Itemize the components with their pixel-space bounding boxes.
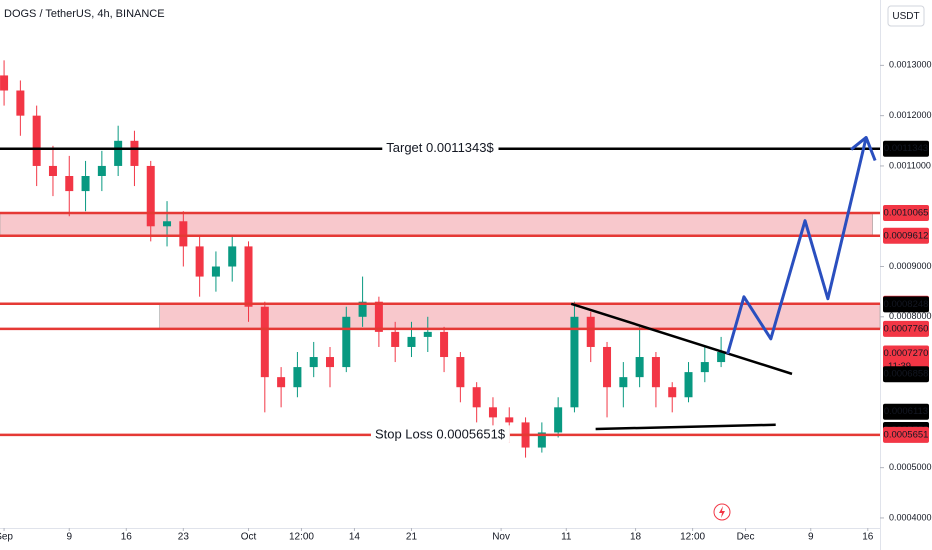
candle-body xyxy=(48,165,57,176)
y-tick-label: 0.0013000 xyxy=(889,60,932,70)
candle-body xyxy=(195,246,204,277)
x-tick-label: 11 xyxy=(561,532,572,543)
x-tick-label: 16 xyxy=(121,532,133,543)
currency-button[interactable] xyxy=(887,5,925,27)
candle-body xyxy=(668,387,677,398)
candle-body xyxy=(260,306,269,378)
candle-body xyxy=(277,377,286,388)
zone xyxy=(0,212,873,237)
candle-body xyxy=(554,407,563,433)
price-label: 0.0006858 xyxy=(884,369,929,380)
candle-body xyxy=(717,352,726,363)
candle-body xyxy=(358,301,367,317)
candle-body xyxy=(0,75,9,91)
candle-body xyxy=(651,357,660,388)
candle-body xyxy=(570,316,579,408)
y-tick-label: 0.0012000 xyxy=(889,110,932,120)
chart-title: DOGS / TetherUS, 4h, BINANCE xyxy=(4,8,165,20)
candle-body xyxy=(635,357,644,378)
candle-body xyxy=(81,176,90,192)
x-tick-label: 9 xyxy=(808,532,814,543)
candle-body xyxy=(603,346,612,388)
x-tick-label: Dec xyxy=(737,532,755,543)
candle-body xyxy=(179,221,188,247)
trend-line xyxy=(595,423,776,431)
x-tick-label: 18 xyxy=(630,532,642,543)
candle-body xyxy=(244,246,253,307)
price-label-box xyxy=(883,403,929,420)
candle-body xyxy=(130,140,139,166)
candle-body xyxy=(16,90,25,116)
candle-body xyxy=(293,367,302,388)
projection-arrowhead xyxy=(850,136,868,151)
candle-body xyxy=(684,372,693,398)
x-tick-label: 14 xyxy=(349,532,361,543)
price-label: 0.0005651 xyxy=(884,429,929,440)
price-label: 0.0011343 xyxy=(884,143,928,154)
price-label-box xyxy=(883,366,929,383)
candle-body xyxy=(114,140,123,166)
candle-body xyxy=(163,221,172,227)
price-label: 0.0008248 xyxy=(884,299,929,310)
y-tick-label: 0.0011000 xyxy=(889,160,931,170)
x-tick-label: 16 xyxy=(862,532,874,543)
currency-label: USDT xyxy=(892,11,919,22)
candle-body xyxy=(619,377,628,388)
zone xyxy=(159,303,881,330)
plot-layer: Target 0.0011343$ Stop Loss 0.0005651$ xyxy=(0,60,881,458)
candle-body xyxy=(228,246,237,267)
x-tick-label: 21 xyxy=(406,532,418,543)
x-tick-label: 23 xyxy=(178,532,190,543)
y-tick-label: 0.0005000 xyxy=(889,462,932,472)
y-tick-label: 0.0008000 xyxy=(889,311,932,321)
level-label: Target 0.0011343$ xyxy=(386,140,494,155)
candle-body xyxy=(505,417,514,423)
price-label: 0.0006113 xyxy=(884,406,928,417)
y-tick-label: 0.0004000 xyxy=(889,512,932,522)
candle-body xyxy=(440,331,449,358)
candle-body xyxy=(423,331,432,337)
level-label-bg xyxy=(382,139,499,157)
candle-body xyxy=(32,115,41,166)
candle-body xyxy=(211,266,220,277)
x-tick-label: 9 xyxy=(66,532,72,543)
price-label: 0.0007760 xyxy=(884,323,929,334)
candle-body xyxy=(456,357,465,388)
candle-body xyxy=(488,407,497,418)
x-tick-label: Nov xyxy=(492,532,510,543)
price-label: 0.0007270 xyxy=(884,348,929,359)
price-label: 0.0009612 xyxy=(884,230,929,241)
candle-body xyxy=(342,316,351,368)
x-tick-label: Sep xyxy=(0,532,13,543)
x-tick-label: 12:00 xyxy=(289,532,314,543)
price-label-box xyxy=(883,296,929,313)
price-label: 0.0010065 xyxy=(884,207,929,218)
price-label-box xyxy=(883,204,929,221)
price-label-box xyxy=(883,140,929,157)
candle-body xyxy=(700,362,709,373)
candle-body xyxy=(537,432,546,448)
candle-body xyxy=(97,165,106,176)
candle-body xyxy=(391,331,400,347)
candle-body xyxy=(586,316,595,347)
candle-body xyxy=(146,165,155,227)
candle-body xyxy=(65,176,74,192)
replay-icon[interactable] xyxy=(713,503,731,521)
y-tick-label: 0.0009000 xyxy=(889,261,932,271)
x-tick-label: Oct xyxy=(241,532,257,543)
trend-line xyxy=(570,302,793,376)
level-label-bg xyxy=(370,425,510,443)
candle-body xyxy=(309,357,318,368)
candle-body xyxy=(407,336,416,347)
price-label-box xyxy=(883,426,929,443)
price-label-box xyxy=(883,227,929,244)
candle-body xyxy=(472,387,481,408)
candle-body xyxy=(374,301,383,332)
level-label: Stop Loss 0.0005651$ xyxy=(375,426,506,441)
x-tick-label: 12:00 xyxy=(680,532,705,543)
price-label-box xyxy=(883,320,929,337)
candle-body xyxy=(326,357,334,368)
